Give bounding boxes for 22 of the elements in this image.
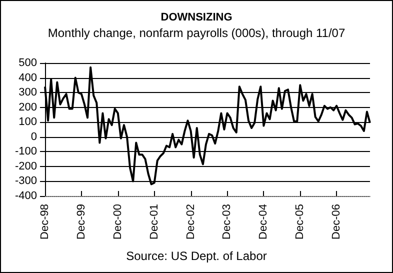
x-tick-label: Dec-06 bbox=[330, 204, 343, 240]
x-tick-label: Dec-03 bbox=[221, 204, 234, 240]
y-tick-label: 100 bbox=[18, 116, 37, 128]
y-tick-label: -400 bbox=[14, 190, 37, 202]
x-tick-label: Dec-99 bbox=[75, 204, 88, 240]
x-tick-label: Dec-00 bbox=[112, 204, 124, 240]
y-tick-label: 300 bbox=[18, 86, 37, 99]
chart-title: DOWNSIZING bbox=[160, 12, 232, 24]
y-tick-label: 0 bbox=[30, 130, 37, 143]
y-tick-label: -200 bbox=[14, 160, 37, 172]
y-tick-label: 200 bbox=[18, 101, 37, 114]
y-tick-label: 400 bbox=[18, 72, 37, 84]
y-tick-label: -300 bbox=[14, 175, 37, 188]
source-note: Source: US Dept. of Labor bbox=[126, 249, 267, 263]
x-tick-label: Dec-04 bbox=[258, 204, 270, 240]
y-tick-label: -100 bbox=[14, 146, 37, 158]
x-tick-label: Dec-05 bbox=[294, 204, 306, 240]
x-tick-label: Dec-02 bbox=[184, 204, 197, 240]
x-tick-label: Dec-98 bbox=[39, 204, 51, 240]
x-tick-label: Dec-01 bbox=[148, 204, 160, 240]
y-tick-label: 500 bbox=[18, 57, 37, 69]
chart-subtitle: Monthly change, nonfarm payrolls (000s), through 11/07 bbox=[48, 26, 346, 40]
